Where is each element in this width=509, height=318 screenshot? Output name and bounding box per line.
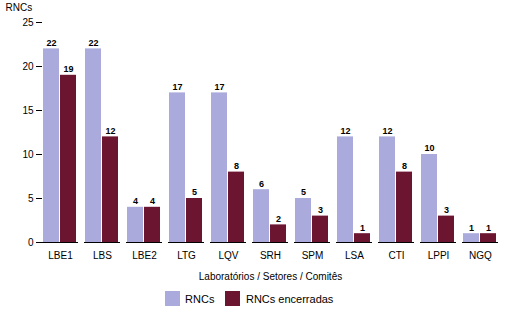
- svg-text:5: 5: [192, 187, 197, 197]
- svg-text:SRH: SRH: [260, 250, 281, 261]
- svg-text:LPPI: LPPI: [428, 250, 450, 261]
- svg-text:CTI: CTI: [388, 250, 404, 261]
- html-text:RNCs encerradas: RNCs encerradas: [246, 292, 334, 305]
- svg-text:20: 20: [22, 61, 34, 72]
- svg-text:6: 6: [259, 179, 264, 189]
- svg-text:4: 4: [150, 196, 155, 206]
- svg-text:5: 5: [301, 187, 306, 197]
- svg-text:RNCs: RNCs: [6, 2, 33, 13]
- svg-text:8: 8: [402, 161, 407, 171]
- svg-text:LBE1: LBE1: [48, 250, 73, 261]
- svg-text:3: 3: [318, 205, 323, 215]
- svg-text:NGQ: NGQ: [469, 250, 492, 261]
- html-text:RNCs: RNCs: [185, 292, 215, 305]
- svg-text:10: 10: [424, 143, 434, 153]
- svg-text:LSA: LSA: [345, 250, 364, 261]
- svg-text:19: 19: [63, 64, 73, 74]
- svg-text:3: 3: [444, 205, 449, 215]
- svg-text:LBE2: LBE2: [132, 250, 157, 261]
- svg-text:25: 25: [22, 17, 34, 28]
- svg-text:1: 1: [360, 223, 365, 233]
- svg-text:12: 12: [105, 126, 115, 136]
- svg-text:17: 17: [214, 82, 224, 92]
- svg-text:SPM: SPM: [302, 250, 324, 261]
- svg-text:2: 2: [276, 214, 281, 224]
- svg-text:17: 17: [172, 82, 182, 92]
- svg-text:5: 5: [28, 193, 34, 204]
- svg-text:LQV: LQV: [218, 250, 238, 261]
- svg-text:12: 12: [382, 126, 392, 136]
- svg-text:15: 15: [22, 105, 34, 116]
- svg-text:12: 12: [340, 126, 350, 136]
- svg-text:LTG: LTG: [177, 250, 196, 261]
- svg-text:10: 10: [22, 149, 34, 160]
- svg-text:Laboratórios / Setores / Comit: Laboratórios / Setores / Comitês: [199, 271, 342, 282]
- svg-text:22: 22: [88, 38, 98, 48]
- svg-text:1: 1: [469, 223, 474, 233]
- svg-text:LBS: LBS: [93, 250, 112, 261]
- svg-text:1: 1: [486, 223, 491, 233]
- svg-text:4: 4: [133, 196, 138, 206]
- svg-text:22: 22: [46, 38, 56, 48]
- svg-text:0: 0: [28, 237, 34, 248]
- svg-text:8: 8: [234, 161, 239, 171]
